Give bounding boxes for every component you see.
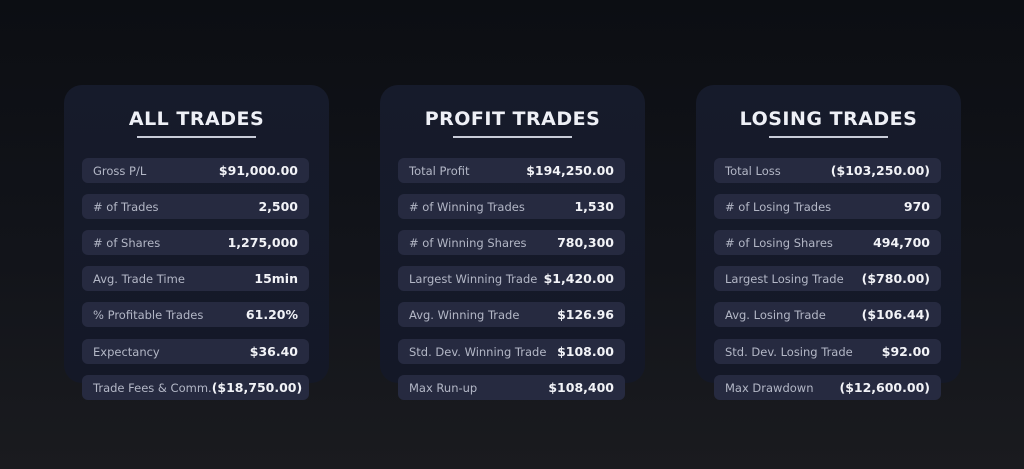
stat-label: Total Loss	[725, 163, 781, 178]
stat-label: # of Losing Shares	[725, 235, 833, 250]
stat-label: Std. Dev. Winning Trade	[409, 344, 547, 359]
stat-value: $36.40	[249, 344, 298, 359]
stat-value: 15min	[254, 271, 298, 286]
stat-row-avg-winning-trade: Avg. Winning Trade $126.96	[398, 302, 625, 327]
stat-row-num-trades: # of Trades 2,500	[82, 194, 309, 219]
stat-row-winning-shares: # of Winning Shares 780,300	[398, 230, 625, 255]
profit-trades-panel: PROFIT TRADES Total Profit $194,250.00 #…	[380, 85, 645, 400]
panel-title: PROFIT TRADES	[424, 108, 601, 130]
stat-label: Std. Dev. Losing Trade	[725, 344, 853, 359]
stat-value: ($103,250.00)	[830, 163, 930, 178]
panel-title: ALL TRADES	[128, 108, 265, 130]
stat-row-largest-losing-trade: Largest Losing Trade ($780.00)	[714, 266, 941, 291]
stat-label: Trade Fees & Comm.	[93, 380, 212, 395]
title-underline	[769, 136, 888, 138]
stat-value: $108.00	[557, 344, 614, 359]
stat-row-std-dev-losing-trade: Std. Dev. Losing Trade $92.00	[714, 339, 941, 364]
losing-trades-panel: LOSING TRADES Total Loss ($103,250.00) #…	[696, 85, 961, 400]
stat-row-profitable-trades-pct: % Profitable Trades 61.20%	[82, 302, 309, 327]
stat-row-trade-fees: Trade Fees & Comm. ($18,750.00)	[82, 375, 309, 400]
stat-row-losing-shares: # of Losing Shares 494,700	[714, 230, 941, 255]
stat-value: $126.96	[557, 307, 614, 322]
stat-label: Gross P/L	[93, 163, 147, 178]
all-trades-panel: ALL TRADES Gross P/L $91,000.00 # of Tra…	[64, 85, 329, 400]
stat-value: 1,275,000	[227, 235, 298, 250]
stat-label: Avg. Winning Trade	[409, 307, 520, 322]
stat-value: $108,400	[548, 380, 614, 395]
stat-label: Max Run-up	[409, 380, 478, 395]
stat-row-largest-winning-trade: Largest Winning Trade $1,420.00	[398, 266, 625, 291]
title-underline	[453, 136, 572, 138]
stat-label: # of Winning Trades	[409, 199, 525, 214]
stat-label: Expectancy	[93, 344, 160, 359]
stat-value: 2,500	[258, 199, 298, 214]
stat-value: 61.20%	[245, 307, 298, 322]
stat-value: 1,530	[574, 199, 614, 214]
stat-row-max-run-up: Max Run-up $108,400	[398, 375, 625, 400]
stat-label: Avg. Losing Trade	[725, 307, 826, 322]
stat-row-losing-trades: # of Losing Trades 970	[714, 194, 941, 219]
stat-value: ($18,750.00)	[211, 380, 303, 395]
stat-label: Largest Losing Trade	[725, 271, 844, 286]
stat-label: Total Profit	[409, 163, 470, 178]
stat-row-avg-losing-trade: Avg. Losing Trade ($106.44)	[714, 302, 941, 327]
stat-label: % Profitable Trades	[93, 307, 204, 322]
stat-value: $92.00	[881, 344, 930, 359]
stat-row-gross-pl: Gross P/L $91,000.00	[82, 158, 309, 183]
stat-row-std-dev-winning-trade: Std. Dev. Winning Trade $108.00	[398, 339, 625, 364]
stat-row-winning-trades: # of Winning Trades 1,530	[398, 194, 625, 219]
stat-label: Max Drawdown	[725, 380, 814, 395]
stat-row-total-loss: Total Loss ($103,250.00)	[714, 158, 941, 183]
stat-row-max-drawdown: Max Drawdown ($12,600.00)	[714, 375, 941, 400]
stat-row-avg-trade-time: Avg. Trade Time 15min	[82, 266, 309, 291]
stat-label: Largest Winning Trade	[409, 271, 538, 286]
stat-label: # of Losing Trades	[725, 199, 832, 214]
stat-row-num-shares: # of Shares 1,275,000	[82, 230, 309, 255]
stat-value: 494,700	[873, 235, 930, 250]
stat-label: # of Winning Shares	[409, 235, 527, 250]
stat-label: # of Trades	[93, 199, 159, 214]
stat-value: ($12,600.00)	[839, 380, 930, 395]
stat-value: 970	[903, 199, 930, 214]
stat-value: $91,000.00	[218, 163, 298, 178]
stat-label: # of Shares	[93, 235, 161, 250]
stat-row-expectancy: Expectancy $36.40	[82, 339, 309, 364]
stat-value: ($780.00)	[861, 271, 930, 286]
stat-row-total-profit: Total Profit $194,250.00	[398, 158, 625, 183]
panel-title: LOSING TRADES	[739, 108, 918, 130]
stat-value: 780,300	[557, 235, 614, 250]
stat-value: ($106.44)	[861, 307, 930, 322]
stat-label: Avg. Trade Time	[93, 271, 185, 286]
stat-value: $1,420.00	[543, 271, 614, 286]
title-underline	[137, 136, 256, 138]
stat-value: $194,250.00	[526, 163, 614, 178]
